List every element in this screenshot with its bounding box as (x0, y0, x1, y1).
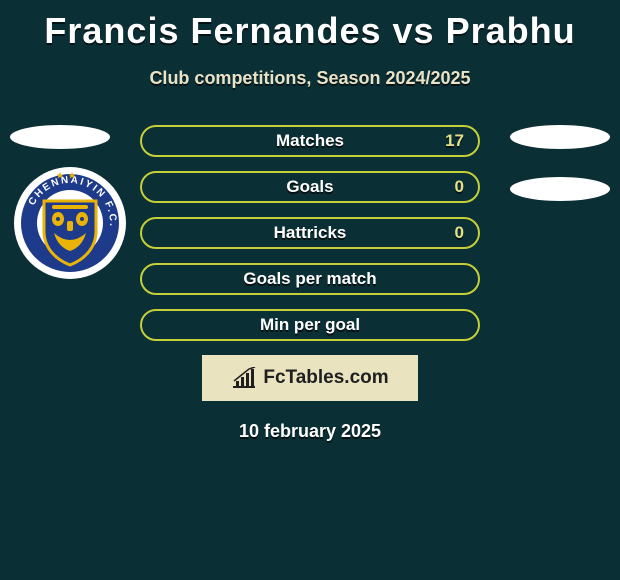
brand-box: FcTables.com (202, 355, 418, 401)
chennaiyin-fc-logo-icon: CHENNAIYIN F.C. (14, 167, 126, 279)
brand-text: FcTables.com (263, 367, 388, 389)
club-badge-left: CHENNAIYIN F.C. (14, 167, 126, 279)
stat-label: Goals per match (243, 269, 376, 289)
page-subtitle: Club competitions, Season 2024/2025 (0, 68, 620, 89)
stat-row-goals-per-match: Goals per match (140, 263, 480, 295)
stat-value-right: 0 (455, 223, 464, 243)
stat-label: Matches (276, 131, 344, 151)
stat-rows: Matches 17 Goals 0 Hattricks 0 Goals per… (140, 125, 480, 341)
stat-row-hattricks: Hattricks 0 (140, 217, 480, 249)
player-photo-placeholder-right-1 (510, 125, 610, 149)
stat-value-right: 0 (455, 177, 464, 197)
player-photo-placeholder-left (10, 125, 110, 149)
player-photo-placeholder-right-2 (510, 177, 610, 201)
footer-date: 10 february 2025 (0, 421, 620, 442)
stat-row-matches: Matches 17 (140, 125, 480, 157)
stat-row-goals: Goals 0 (140, 171, 480, 203)
stat-value-right: 17 (445, 131, 464, 151)
bar-chart-icon (231, 367, 257, 389)
stat-row-min-per-goal: Min per goal (140, 309, 480, 341)
stat-label: Goals (286, 177, 333, 197)
stat-label: Min per goal (260, 315, 360, 335)
comparison-content: CHENNAIYIN F.C. Matches 17 (0, 125, 620, 442)
page-title: Francis Fernandes vs Prabhu (0, 0, 620, 52)
stat-label: Hattricks (274, 223, 347, 243)
